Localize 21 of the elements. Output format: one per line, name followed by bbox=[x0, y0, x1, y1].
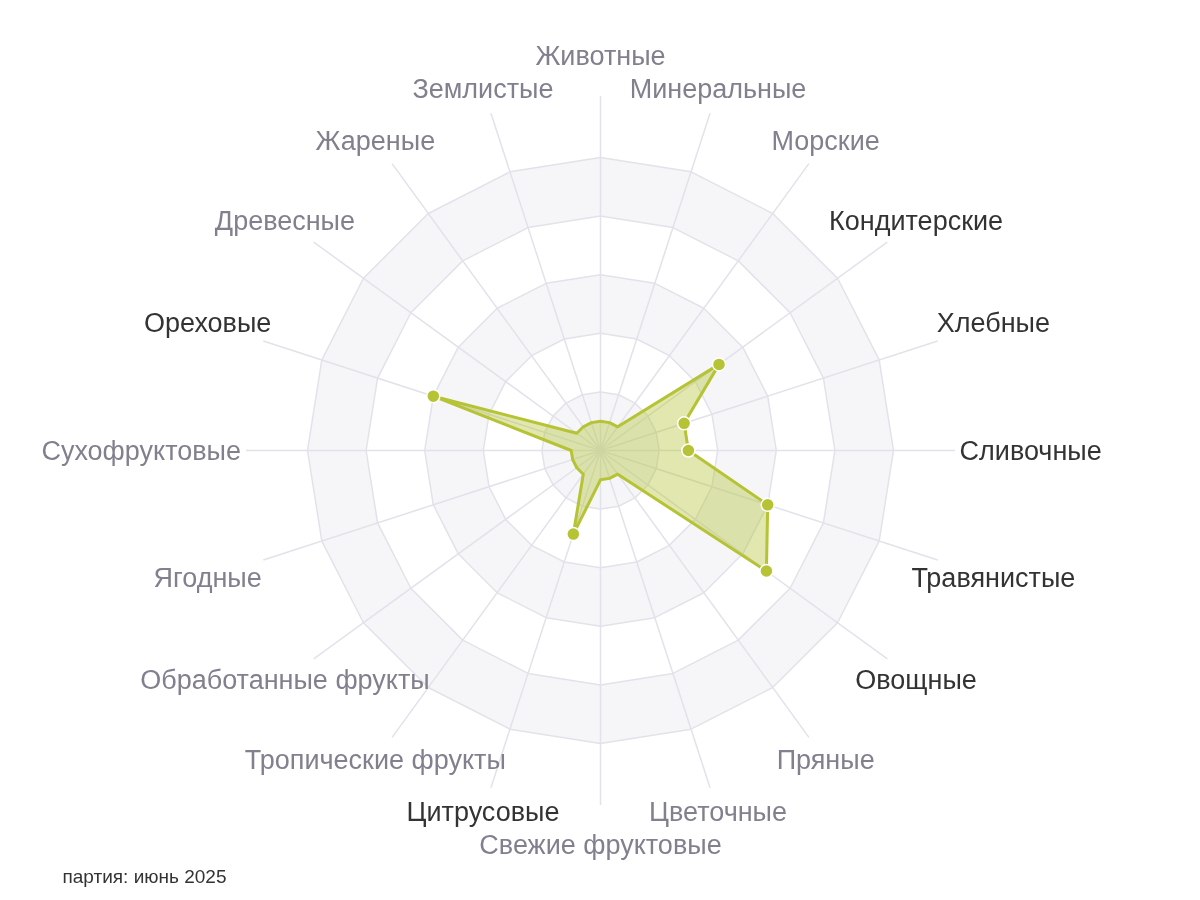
spoke-label: Травянистые bbox=[911, 563, 1076, 594]
spoke-label: Жареные bbox=[315, 125, 436, 156]
spoke-label: Тропические фрукты bbox=[244, 745, 506, 776]
spoke-label: Кондитерские bbox=[829, 206, 1004, 237]
spoke-label: Ягодные bbox=[153, 563, 262, 594]
spoke-label: Свежие фруктовые bbox=[479, 830, 722, 861]
spoke-label: Животные bbox=[535, 40, 666, 71]
spoke-label: Цветочные bbox=[649, 797, 788, 828]
spoke-label: Овощные bbox=[855, 664, 977, 695]
spoke-label: Землистые bbox=[412, 73, 554, 104]
spoke-label: Ореховые bbox=[143, 307, 272, 338]
spoke-label: Минеральные bbox=[629, 73, 807, 104]
spoke-label: Сухофруктовые bbox=[41, 435, 242, 466]
spoke-label: Морские bbox=[771, 125, 880, 156]
spoke-label: Пряные bbox=[776, 745, 875, 776]
spoke-label: Древесные bbox=[214, 206, 356, 237]
spoke-label: Хлебные bbox=[936, 307, 1050, 338]
spoke-label: Обработанные фрукты bbox=[140, 664, 430, 695]
text: партия: июнь 2025 bbox=[62, 866, 227, 887]
spoke-label: Цитрусовые bbox=[406, 797, 560, 828]
spoke-label: Сливочные bbox=[959, 435, 1102, 466]
